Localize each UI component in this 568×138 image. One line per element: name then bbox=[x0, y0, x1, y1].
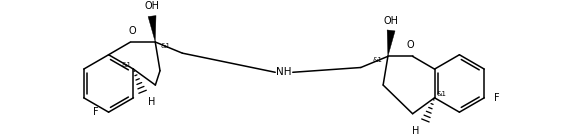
Text: F: F bbox=[494, 93, 500, 103]
Text: &1: &1 bbox=[160, 43, 170, 49]
Polygon shape bbox=[387, 30, 395, 56]
Polygon shape bbox=[148, 16, 156, 42]
Text: O: O bbox=[129, 26, 136, 36]
Text: F: F bbox=[93, 107, 99, 117]
Text: &1: &1 bbox=[373, 57, 383, 63]
Text: H: H bbox=[412, 126, 420, 136]
Text: NH: NH bbox=[276, 67, 292, 77]
Text: OH: OH bbox=[144, 1, 160, 11]
Text: &1: &1 bbox=[437, 91, 446, 97]
Text: H: H bbox=[148, 97, 156, 107]
Text: &1: &1 bbox=[122, 62, 131, 68]
Text: OH: OH bbox=[383, 16, 399, 26]
Text: O: O bbox=[407, 40, 415, 50]
